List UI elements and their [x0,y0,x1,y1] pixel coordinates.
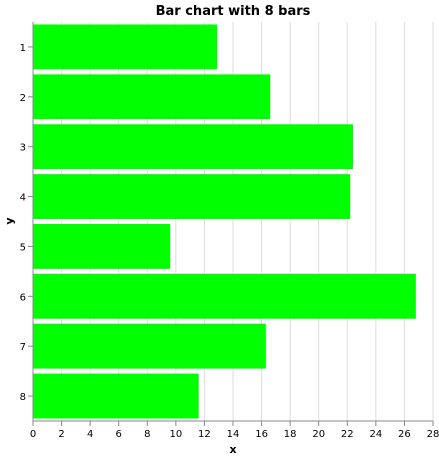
x-tick-label: 26 [398,429,411,440]
chart-title: Bar chart with 8 bars [156,4,311,19]
x-tick-label: 24 [369,429,382,440]
x-tick-label: 10 [169,429,182,440]
x-axis-title: x [229,443,236,456]
y-axis-title: y [3,217,16,224]
y-tick-label: 5 [20,242,26,253]
x-tick-label: 18 [284,429,297,440]
bar-1 [33,24,218,70]
y-tick-label: 1 [20,43,26,54]
bar-8 [33,373,199,419]
x-tick-label: 2 [58,429,64,440]
x-tick-label: 14 [227,429,240,440]
y-tick-label: 8 [20,392,26,403]
x-tick-label: 16 [255,429,268,440]
y-tick-label: 6 [20,292,26,303]
bar-5 [33,224,171,269]
bar-6 [33,273,416,319]
y-tick-label: 3 [20,143,26,154]
y-tick-label: 2 [20,93,26,104]
bar-4 [33,174,351,219]
x-tick-label: 20 [312,429,325,440]
bars [33,24,416,419]
x-tick-label: 8 [144,429,150,440]
x-tick-label: 6 [116,429,122,440]
x-tick-label: 28 [427,429,439,440]
y-tick-label: 4 [20,193,26,204]
y-tick-label: 7 [20,342,26,353]
bar-2 [33,74,271,120]
x-tick-label: 0 [30,429,36,440]
x-tick-label: 12 [198,429,211,440]
bar-7 [33,323,266,369]
bar-3 [33,124,353,170]
x-tick-label: 4 [87,429,93,440]
x-tick-label: 22 [341,429,354,440]
